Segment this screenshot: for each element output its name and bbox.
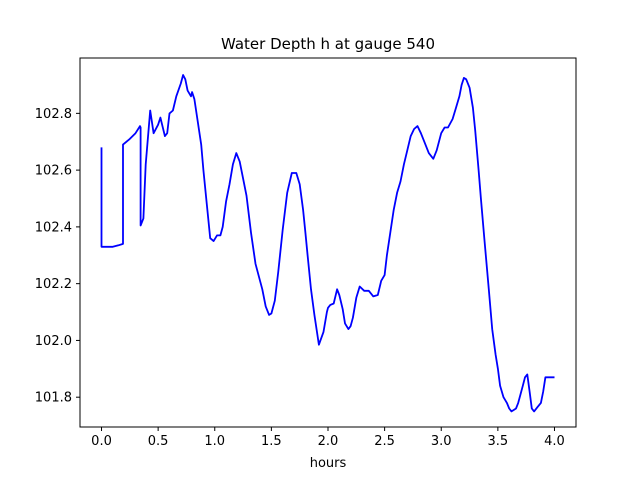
y-axis-ticks: 101.8 102.0 102.2 102.4 102.6 102.8	[35, 107, 80, 406]
x-tick-label: 0.5	[148, 434, 169, 449]
x-axis-label: hours	[310, 456, 347, 471]
y-tick-label: 102.4	[35, 220, 72, 235]
x-tick-label: 0.0	[91, 434, 112, 449]
series-layer	[100, 74, 555, 413]
plot-frame	[79, 57, 577, 428]
y-tick-label: 101.8	[35, 391, 72, 406]
y-tick-label: 102.8	[35, 107, 72, 122]
y-tick-label: 102.0	[35, 334, 72, 349]
y-tick-label: 102.6	[35, 164, 72, 179]
chart-title: Water Depth h at gauge 540	[221, 35, 435, 53]
series-line	[100, 74, 555, 413]
x-tick-label: 3.5	[488, 434, 509, 449]
x-tick-label: 4.0	[544, 434, 565, 449]
x-tick-label: 3.0	[431, 434, 452, 449]
x-tick-label: 2.5	[374, 434, 395, 449]
y-tick-label: 102.2	[35, 277, 72, 292]
x-tick-label: 2.0	[318, 434, 339, 449]
plot-area	[80, 58, 576, 427]
x-tick-label: 1.0	[204, 434, 225, 449]
x-tick-label: 1.5	[261, 434, 282, 449]
x-axis-ticks: 0.0 0.5 1.0 1.5 2.0 2.5 3.0 3.5 4.0	[91, 427, 565, 449]
